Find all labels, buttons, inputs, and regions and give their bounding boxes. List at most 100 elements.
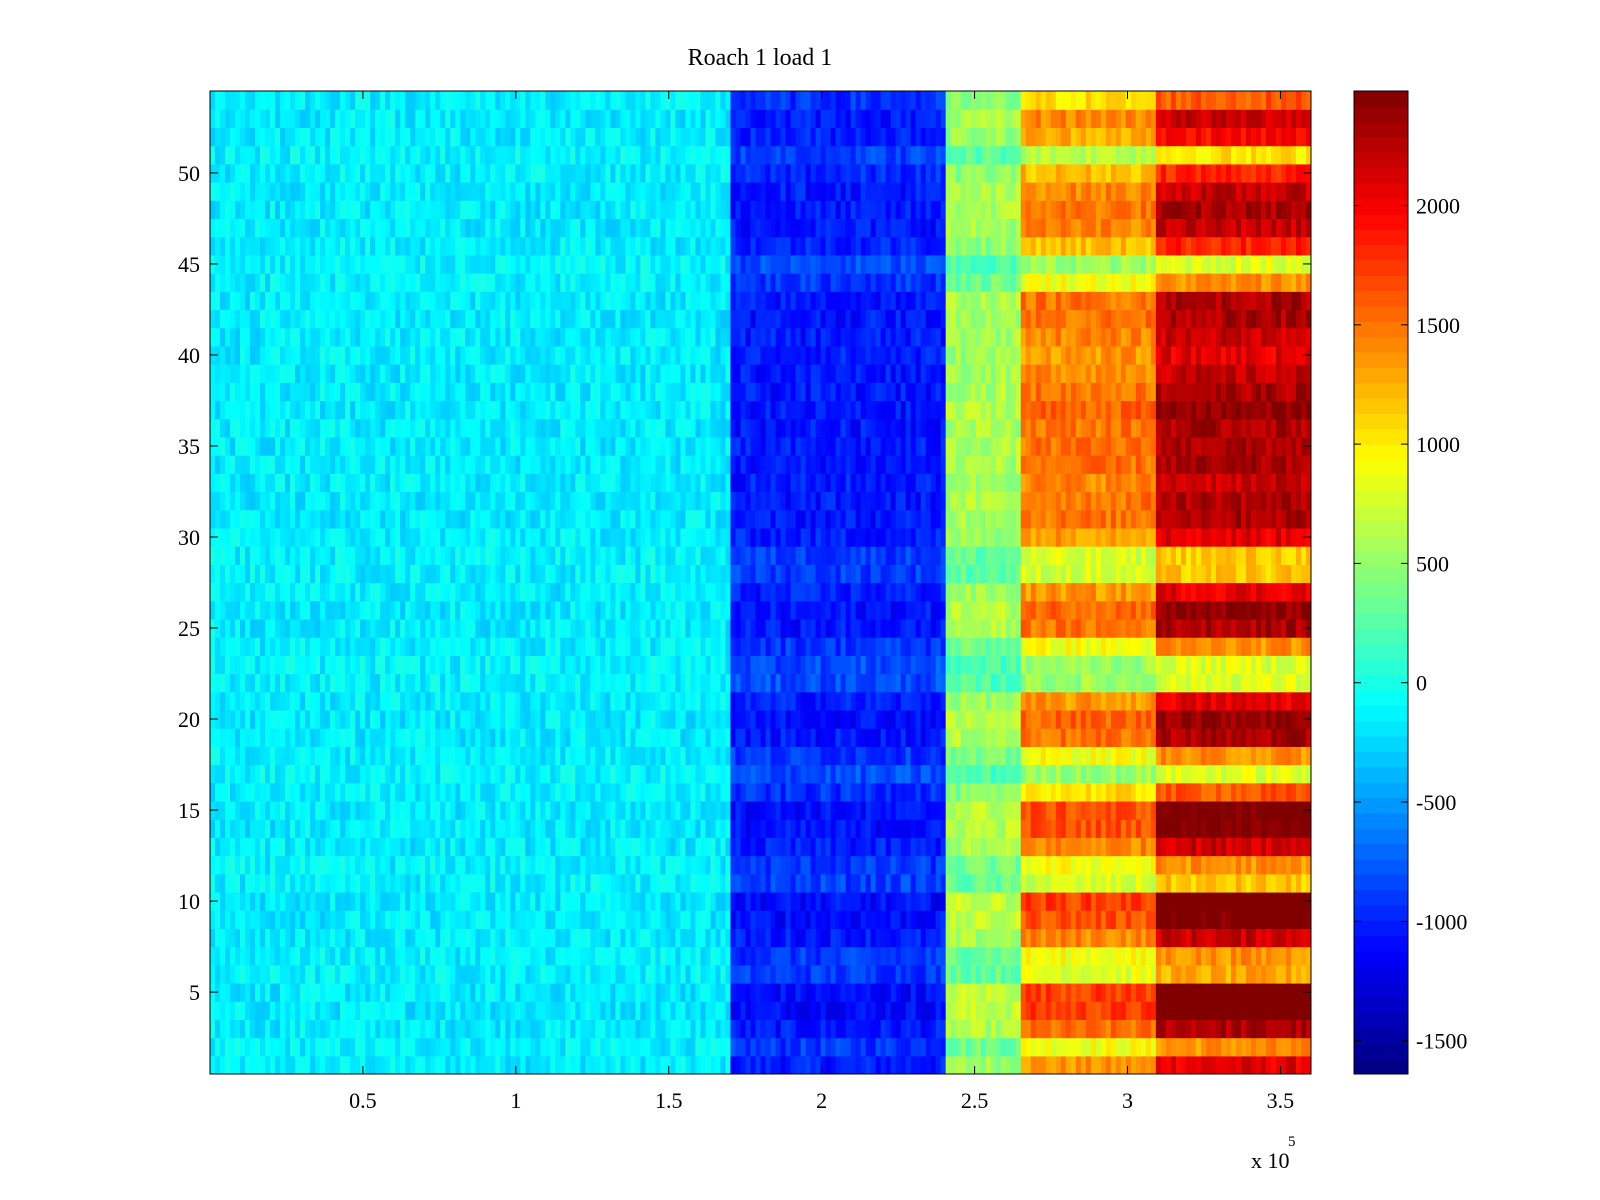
heatmap-cell [480, 946, 486, 966]
heatmap-cell [760, 728, 767, 747]
heatmap-cell [855, 800, 862, 820]
heatmap-cell [380, 691, 386, 711]
heatmap-cell [365, 928, 371, 948]
heatmap-cell [790, 1055, 797, 1074]
heatmap-cell [845, 764, 852, 784]
heatmap-cell [265, 1019, 271, 1039]
heatmap-cell [810, 819, 817, 838]
heatmap-cell [1160, 782, 1167, 802]
heatmap-cell [965, 964, 972, 984]
heatmap-cell [715, 964, 722, 984]
heatmap-cell [1260, 746, 1267, 766]
heatmap-cell [600, 1019, 606, 1039]
heatmap-cell [415, 746, 421, 766]
heatmap-cell [1215, 819, 1222, 838]
heatmap-cell [1260, 728, 1267, 747]
heatmap-cell [1000, 910, 1007, 929]
heatmap-cell [305, 891, 311, 911]
heatmap-cell [425, 819, 431, 838]
heatmap-cell [1030, 1037, 1037, 1057]
heatmap-cell [225, 728, 231, 747]
heatmap-cell [225, 709, 231, 729]
heatmap-cell [750, 709, 757, 729]
heatmap-cell [460, 982, 466, 1002]
heatmap-cell [695, 1037, 702, 1057]
heatmap-cell [755, 1001, 762, 1020]
heatmap-cell [510, 782, 516, 802]
heatmap-cell [535, 691, 541, 711]
heatmap-cell [1120, 691, 1127, 711]
heatmap-cell [710, 1055, 717, 1074]
heatmap-cell [1030, 946, 1037, 966]
heatmap-cell [1090, 964, 1097, 984]
heatmap-cell [275, 746, 281, 766]
heatmap-cell [795, 819, 802, 838]
heatmap-cell [635, 655, 641, 675]
heatmap-cell [280, 800, 286, 820]
heatmap-cell [880, 873, 887, 893]
heatmap-cell [545, 655, 551, 675]
heatmap-cell [230, 1019, 236, 1039]
heatmap-cell [1180, 728, 1187, 747]
heatmap-cell [995, 946, 1002, 966]
heatmap-cell [480, 910, 486, 929]
heatmap-cell [580, 655, 586, 675]
heatmap-cell [410, 837, 416, 857]
heatmap-cell [1220, 800, 1227, 820]
heatmap-cell [560, 910, 566, 929]
heatmap-cell [815, 1001, 822, 1020]
heatmap-cell [880, 819, 887, 838]
heatmap-cell [590, 910, 596, 929]
heatmap-cell [840, 1019, 847, 1039]
heatmap-cell [750, 873, 757, 893]
heatmap-cell [730, 982, 737, 1002]
heatmap-cell [235, 819, 241, 838]
heatmap-cell [755, 946, 762, 966]
heatmap-cell [290, 819, 296, 838]
heatmap-cell [1040, 728, 1047, 747]
heatmap-cell [1045, 1019, 1052, 1039]
heatmap-cell [1190, 764, 1197, 784]
heatmap-cell [470, 928, 476, 948]
heatmap-cell [430, 1037, 436, 1057]
heatmap-cell [1240, 837, 1247, 857]
heatmap-cell [545, 1019, 551, 1039]
heatmap-cell [410, 982, 416, 1002]
heatmap-cell [650, 673, 656, 693]
heatmap-cell [240, 655, 246, 675]
heatmap-cell [865, 1055, 872, 1074]
heatmap-cell [1055, 1055, 1062, 1074]
heatmap-cell [620, 928, 626, 948]
heatmap-cell [1090, 1019, 1097, 1039]
heatmap-cell [330, 764, 336, 784]
heatmap-cell [610, 800, 616, 820]
heatmap-cell [785, 782, 792, 802]
heatmap-cell [615, 1055, 621, 1074]
heatmap-cell [460, 964, 466, 984]
heatmap-cell [640, 709, 646, 729]
heatmap-cell [1195, 964, 1202, 984]
heatmap-cell [895, 855, 902, 875]
heatmap-cell [265, 837, 271, 857]
heatmap-cell [885, 782, 892, 802]
heatmap-cell [1230, 764, 1237, 784]
heatmap-cell [275, 800, 281, 820]
heatmap-cell [715, 691, 722, 711]
heatmap-cell [440, 1001, 446, 1020]
heatmap-cell [635, 891, 641, 911]
heatmap-cell [570, 873, 576, 893]
heatmap-cell [920, 1019, 927, 1039]
heatmap-cell [510, 910, 516, 929]
heatmap-cell [270, 891, 276, 911]
heatmap-cell [480, 964, 486, 984]
heatmap-cell [265, 946, 271, 966]
heatmap-cell [1005, 800, 1012, 820]
heatmap-cell [730, 1037, 737, 1057]
heatmap-cell [270, 673, 276, 693]
heatmap-cell [765, 964, 772, 984]
heatmap-cell [1000, 800, 1007, 820]
heatmap-cell [695, 1055, 702, 1074]
heatmap-cell [1290, 1037, 1297, 1057]
heatmap-cell [485, 982, 491, 1002]
heatmap-cell [775, 837, 782, 857]
